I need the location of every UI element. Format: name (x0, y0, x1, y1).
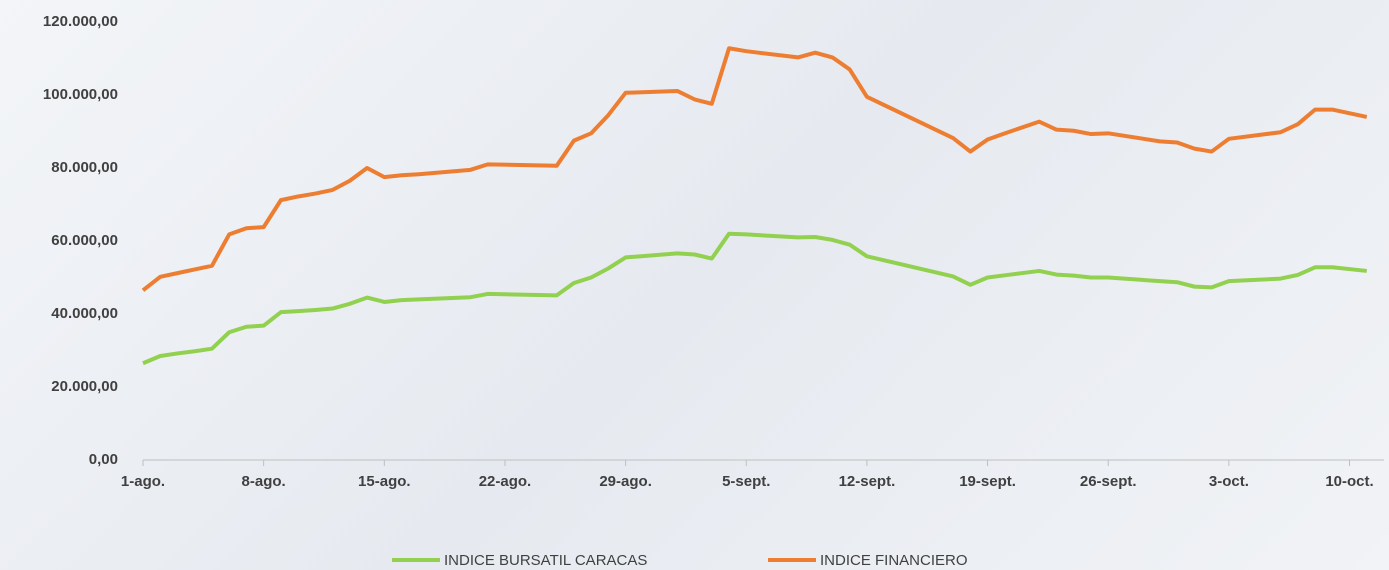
x-tick-label: 19-sept. (959, 473, 1016, 490)
x-tick-label: 29-ago. (599, 473, 652, 490)
y-tick-label: 100.000,00 (43, 86, 118, 103)
x-tick-label: 1-ago. (121, 473, 165, 490)
x-tick-label: 15-ago. (358, 473, 411, 490)
x-tick-label: 10-oct. (1325, 473, 1373, 490)
y-tick-label: 80.000,00 (51, 159, 118, 176)
y-tick-label: 40.000,00 (51, 305, 118, 322)
y-tick-label: 120.000,00 (43, 13, 118, 30)
x-tick-label: 22-ago. (479, 473, 532, 490)
legend-label: INDICE FINANCIERO (820, 552, 968, 569)
legend-label: INDICE BURSATIL CARACAS (444, 552, 647, 569)
chart: 0,00 20.000,00 40.000,00 60.000,00 80.000,00… (0, 0, 1389, 570)
x-tick-label: 3-oct. (1209, 473, 1249, 490)
x-tick-label: 8-ago. (242, 473, 286, 490)
y-tick-label: 60.000,00 (51, 232, 118, 249)
line-series (143, 234, 1367, 364)
y-tick-label: 20.000,00 (51, 378, 118, 395)
x-tick-label: 5-sept. (722, 473, 770, 490)
line-series (143, 48, 1367, 290)
x-tick-label: 26-sept. (1080, 473, 1137, 490)
x-tick-label: 12-sept. (839, 473, 896, 490)
y-tick-label: 0,00 (89, 451, 118, 468)
